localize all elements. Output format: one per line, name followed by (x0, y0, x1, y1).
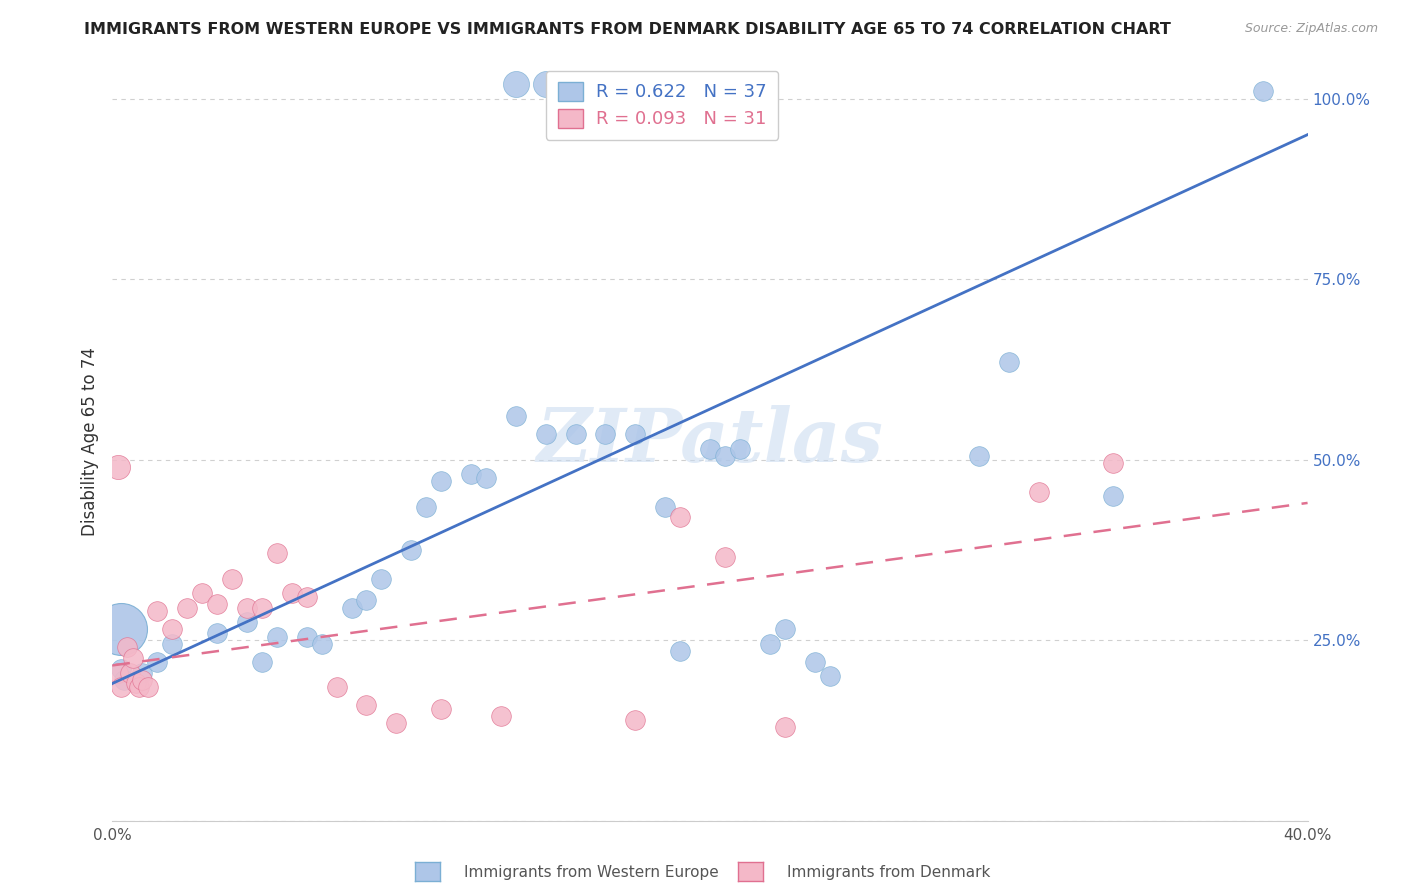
Point (107, 459, 129, 474)
Point (325, 680, 347, 694)
Point (475, 470, 498, 484)
Text: IMMIGRANTS FROM WESTERN EUROPE VS IMMIGRANTS FROM DENMARK DISABILITY AGE 65 TO 7: IMMIGRANTS FROM WESTERN EUROPE VS IMMIGR… (84, 22, 1171, 37)
Point (340, 600, 363, 615)
Point (128, 680, 150, 694)
Point (107, 665, 129, 680)
Point (250, 600, 273, 615)
Point (110, 662, 132, 676)
Point (654, 500, 676, 514)
Point (624, 713, 647, 727)
Point (146, 604, 169, 618)
Point (114, 673, 135, 687)
Point (669, 644, 692, 658)
Y-axis label: Disability Age 65 to 74: Disability Age 65 to 74 (80, 347, 98, 536)
Point (489, 709, 512, 723)
Point (699, 442, 721, 456)
Point (250, 655, 273, 669)
Point (125, 676, 148, 690)
Point (138, 680, 160, 694)
Point (460, 467, 482, 481)
Point (998, 355, 1021, 369)
Point (370, 572, 392, 586)
Point (356, 698, 378, 712)
Point (191, 586, 214, 600)
Point (818, 669, 841, 683)
Point (595, 427, 617, 442)
Point (205, 626, 228, 640)
Text: Immigrants from Denmark: Immigrants from Denmark (787, 865, 991, 880)
Point (1251, 84, 1274, 98)
Point (131, 665, 153, 680)
Point (1028, 485, 1050, 500)
Point (803, 655, 825, 669)
Point (669, 510, 692, 524)
Point (162, 637, 183, 651)
Point (773, 720, 796, 734)
Point (624, 427, 647, 442)
Point (505, 77, 527, 91)
Point (120, 665, 142, 680)
Point (1102, 456, 1125, 470)
Point (415, 500, 437, 514)
Point (759, 637, 782, 651)
Point (728, 442, 751, 456)
Text: Immigrants from Western Europe: Immigrants from Western Europe (464, 865, 718, 880)
Point (430, 475, 453, 489)
Point (295, 590, 318, 604)
Point (266, 630, 288, 644)
Point (714, 550, 737, 565)
Text: Source: ZipAtlas.com: Source: ZipAtlas.com (1244, 22, 1378, 36)
Point (311, 637, 333, 651)
Point (266, 546, 288, 560)
Point (236, 615, 259, 629)
Point (430, 702, 453, 716)
Point (221, 572, 243, 586)
Point (564, 427, 586, 442)
Point (236, 600, 259, 615)
Text: ZIPatlas: ZIPatlas (537, 405, 883, 478)
Point (505, 409, 527, 424)
Point (295, 630, 318, 644)
Point (162, 622, 183, 636)
Point (205, 597, 228, 611)
Point (534, 427, 557, 442)
Point (117, 640, 139, 655)
Point (110, 680, 132, 694)
Point (1102, 489, 1125, 503)
Point (534, 77, 557, 91)
Point (773, 622, 796, 636)
Point (356, 593, 378, 607)
Point (401, 542, 423, 557)
Point (385, 716, 408, 731)
Point (281, 586, 304, 600)
Legend: R = 0.622   N = 37, R = 0.093   N = 31: R = 0.622 N = 37, R = 0.093 N = 31 (546, 70, 779, 140)
Point (146, 655, 169, 669)
Point (714, 449, 737, 463)
Point (122, 651, 145, 665)
Point (967, 449, 990, 463)
Point (110, 622, 132, 636)
Point (176, 600, 198, 615)
Point (131, 673, 153, 687)
